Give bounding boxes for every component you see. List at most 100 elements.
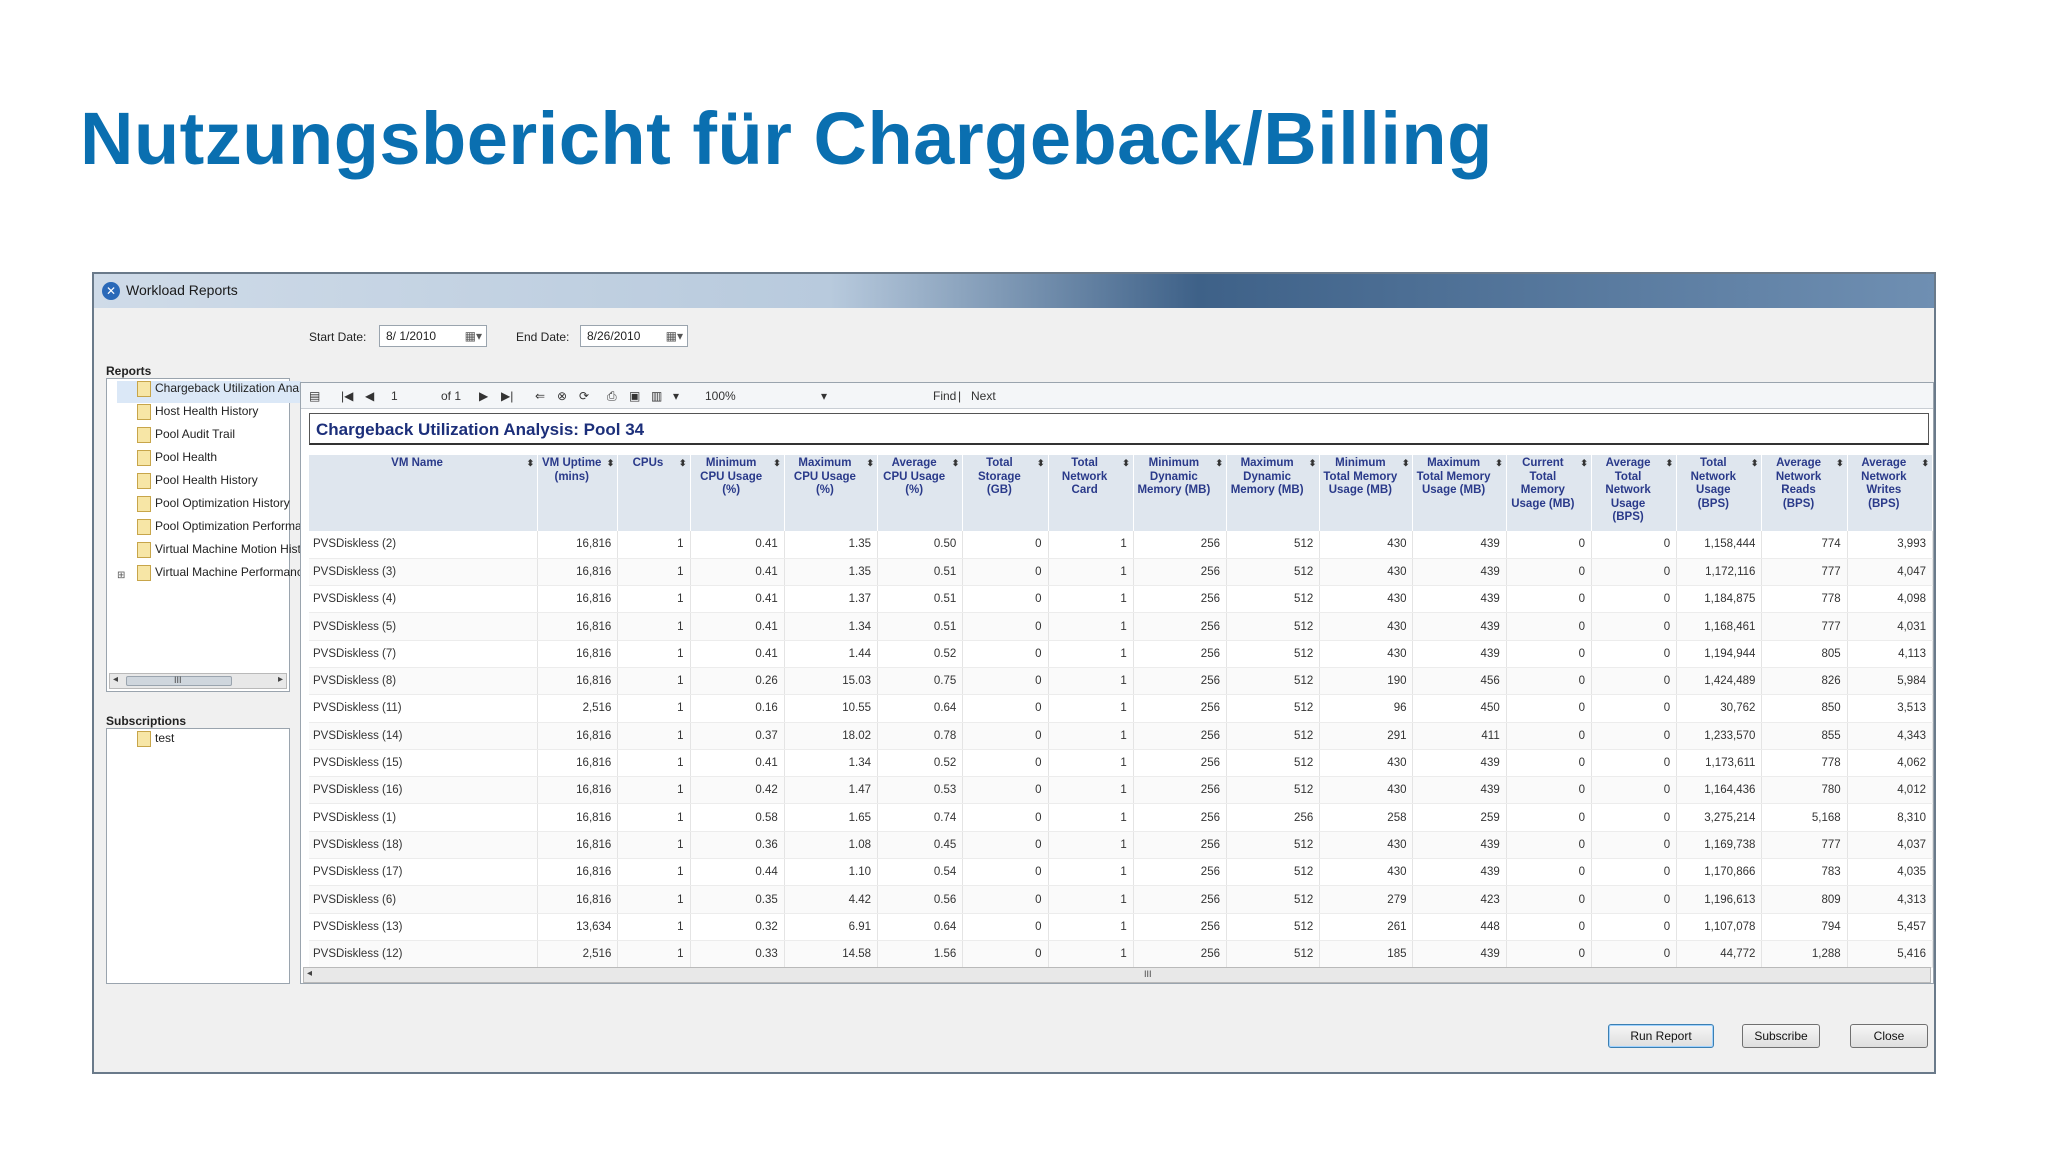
column-header[interactable]: Total Network Card ⬍	[1048, 455, 1134, 531]
scroll-thumb[interactable]	[126, 676, 232, 686]
tree-item-pool-optimization-performance[interactable]: Pool Optimization Performance	[117, 519, 301, 541]
sort-icon[interactable]: ⬍	[1036, 458, 1045, 468]
column-header-label: VM Name	[391, 457, 443, 469]
prev-page-icon[interactable]: ◀	[365, 389, 375, 403]
sort-icon[interactable]: ⬍	[951, 458, 960, 468]
column-header[interactable]: Maximum Total Memory Usage (MB) ⬍	[1412, 455, 1507, 531]
tree-item-pool-audit-trail[interactable]: Pool Audit Trail	[117, 427, 301, 449]
first-page-icon[interactable]: |◀	[341, 389, 354, 403]
stop-icon[interactable]: ⊗	[557, 389, 568, 403]
last-page-icon[interactable]: ▶|	[501, 389, 514, 403]
column-header[interactable]: Maximum CPU Usage (%) ⬍	[784, 455, 879, 531]
column-header[interactable]: Maximum Dynamic Memory (MB) ⬍	[1226, 455, 1321, 531]
back-icon[interactable]: ⇐	[535, 389, 546, 403]
subscriptions-heading: Subscriptions	[106, 714, 187, 728]
tree-item-pool-health-history[interactable]: Pool Health History	[117, 473, 301, 495]
export-icon[interactable]: ▾	[673, 389, 680, 403]
print-icon[interactable]: ⎙	[607, 389, 617, 403]
table-cell: 256	[1133, 722, 1227, 750]
subscription-item-test[interactable]: test	[117, 731, 301, 753]
table-cell: 0	[962, 585, 1049, 614]
table-cell: 1	[1048, 803, 1134, 832]
column-header[interactable]: VM Uptime (mins) ⬍	[537, 455, 619, 531]
sort-icon[interactable]: ⬍	[526, 458, 535, 468]
column-header[interactable]: Minimum CPU Usage (%) ⬍	[690, 455, 785, 531]
table-cell: 0	[1506, 558, 1592, 587]
table-cell: 0.26	[690, 667, 785, 696]
column-header[interactable]: Average Network Writes (BPS) ⬍	[1847, 455, 1933, 531]
sort-icon[interactable]: ⬍	[773, 458, 781, 468]
tree-item-host-health-history[interactable]: Host Health History	[117, 404, 301, 426]
tree-item-chargeback[interactable]: Chargeback Utilization Analysis	[117, 381, 301, 403]
sort-icon[interactable]: ⬍	[1921, 458, 1929, 468]
column-header[interactable]: Current Total Memory Usage (MB) ⬍	[1506, 455, 1592, 531]
sort-icon[interactable]: ⬍	[1308, 458, 1317, 468]
sort-icon[interactable]: ⬍	[866, 458, 875, 468]
column-header[interactable]: Average Total Network Usage (BPS) ⬍	[1591, 455, 1678, 531]
table-cell: 0	[1506, 885, 1592, 914]
run-report-button[interactable]: Run Report	[1608, 1024, 1714, 1048]
report-h-scrollbar[interactable]: ◂ III	[303, 967, 1931, 983]
sort-icon[interactable]: ⬍	[606, 458, 615, 468]
page-setup-icon[interactable]: ▥	[651, 389, 663, 403]
table-cell: 0.51	[877, 612, 964, 641]
window-titlebar: ✕ Workload Reports	[94, 274, 1934, 308]
calendar-icon[interactable]: ▦▾	[665, 329, 683, 343]
sort-icon[interactable]: ⬍	[1495, 458, 1503, 468]
sort-icon[interactable]: ⬍	[678, 458, 687, 468]
toggle-doc-map-icon[interactable]: ▤	[309, 389, 321, 403]
column-header[interactable]: Total Storage (GB) ⬍	[962, 455, 1049, 531]
next-page-icon[interactable]: ▶	[479, 389, 489, 403]
sort-icon[interactable]: ⬍	[1215, 458, 1223, 468]
table-cell: 0.44	[690, 858, 785, 887]
sort-icon[interactable]: ⬍	[1122, 458, 1130, 468]
column-header[interactable]: Minimum Total Memory Usage (MB) ⬍	[1319, 455, 1414, 531]
column-header[interactable]: Average CPU Usage (%) ⬍	[877, 455, 964, 531]
column-header[interactable]: Total Network Usage (BPS) ⬍	[1676, 455, 1763, 531]
table-cell: 279	[1319, 885, 1414, 914]
column-header[interactable]: Minimum Dynamic Memory (MB) ⬍	[1133, 455, 1227, 531]
find-link[interactable]: Find	[933, 389, 957, 403]
table-cell: 1,169,738	[1676, 831, 1763, 860]
table-cell: PVSDiskless (15)	[309, 749, 539, 778]
sort-icon[interactable]: ⬍	[1401, 458, 1410, 468]
scroll-left-icon[interactable]: ◂	[307, 968, 313, 979]
tree-item-pool-optimization-history[interactable]: Pool Optimization History	[117, 496, 301, 518]
scroll-right-icon[interactable]: ▸	[277, 674, 283, 685]
expand-icon[interactable]: ⊞	[117, 570, 126, 581]
table-cell: 3,513	[1847, 694, 1933, 723]
sort-icon[interactable]: ⬍	[1665, 458, 1674, 468]
table-cell: 1.65	[784, 803, 879, 832]
end-date-picker[interactable]: 8/26/2010 ▦▾	[580, 325, 688, 347]
sort-icon[interactable]: ⬍	[1836, 458, 1844, 468]
tree-item-vm-motion-history[interactable]: Virtual Machine Motion History	[117, 542, 301, 564]
column-header[interactable]: Average Network Reads (BPS) ⬍	[1761, 455, 1848, 531]
subscription-icon	[137, 731, 151, 747]
table-cell: 1,196,613	[1676, 885, 1763, 914]
table-cell: 16,816	[537, 831, 619, 860]
column-header[interactable]: CPUs ⬍	[617, 455, 691, 531]
zoom-select[interactable]: 100%	[705, 389, 736, 403]
table-cell: 1	[1048, 531, 1134, 559]
zoom-dropdown-icon[interactable]: ▾	[821, 389, 828, 403]
print-layout-icon[interactable]: ▣	[629, 389, 641, 403]
app-icon: ✕	[102, 282, 120, 300]
table-cell: PVSDiskless (16)	[309, 776, 539, 805]
subscribe-button[interactable]: Subscribe	[1742, 1024, 1820, 1048]
scroll-left-icon[interactable]: ◂	[113, 674, 119, 685]
page-count: of 1	[441, 389, 462, 403]
column-header[interactable]: VM Name ⬍	[309, 455, 539, 531]
page-number[interactable]: 1	[391, 389, 398, 403]
reports-h-scrollbar[interactable]: ◂ III ▸	[109, 673, 287, 689]
tree-item-vm-performance[interactable]: ⊞ Virtual Machine Performance	[117, 565, 301, 581]
tree-item-pool-health[interactable]: Pool Health	[117, 450, 301, 472]
next-link[interactable]: Next	[971, 389, 996, 403]
sort-icon[interactable]: ⬍	[1750, 458, 1759, 468]
table-cell: 96	[1319, 694, 1414, 723]
table-cell: 512	[1226, 640, 1321, 668]
sort-icon[interactable]: ⬍	[1580, 458, 1588, 468]
close-button[interactable]: Close	[1850, 1024, 1928, 1048]
start-date-picker[interactable]: 8/ 1/2010 ▦▾	[379, 325, 487, 347]
refresh-icon[interactable]: ⟳	[579, 389, 590, 403]
calendar-icon[interactable]: ▦▾	[464, 329, 482, 343]
